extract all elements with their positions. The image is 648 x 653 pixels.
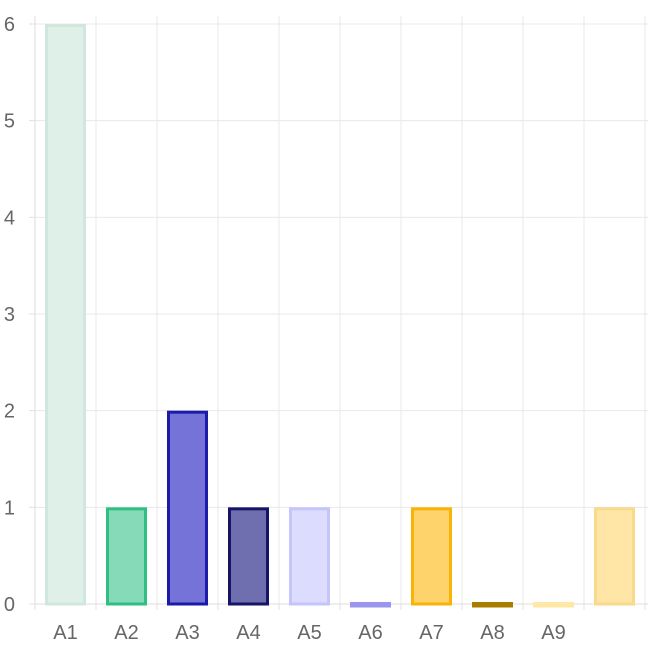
y-tick-label: 1 — [4, 497, 15, 519]
x-tick-label: A6 — [358, 622, 382, 644]
x-tick-label: A8 — [480, 622, 504, 644]
y-tick-label: 3 — [4, 304, 15, 326]
grid-lines — [34, 16, 648, 605]
bar-A4[interactable] — [228, 507, 269, 606]
y-tick-label: 0 — [4, 594, 15, 616]
x-tick-label: A9 — [541, 622, 565, 644]
bars — [45, 24, 635, 608]
bar-unlabeled[interactable] — [594, 507, 635, 606]
bar-A1[interactable] — [45, 24, 86, 606]
y-tick-label: 6 — [4, 14, 15, 36]
tick-labels: 0 1 2 3 4 5 6 A1 A2 A3 A4 A5 A6 A7 A8 A9 — [4, 14, 566, 644]
x-tick-label: A3 — [175, 622, 199, 644]
bar-A7[interactable] — [411, 507, 452, 606]
x-tick-label: A4 — [236, 622, 260, 644]
y-tick-label: 2 — [4, 401, 15, 423]
bar-A2[interactable] — [106, 507, 147, 606]
x-tick-label: A2 — [114, 622, 138, 644]
bar-A8[interactable] — [472, 602, 513, 608]
x-tick-label: A1 — [53, 622, 77, 644]
y-tick-label: 5 — [4, 111, 15, 133]
bar-A6[interactable] — [350, 602, 391, 608]
bar-A5[interactable] — [289, 507, 330, 606]
x-tick-label: A5 — [297, 622, 321, 644]
bar-A9[interactable] — [533, 602, 574, 608]
y-tick-label: 4 — [4, 207, 15, 229]
x-tick-label: A7 — [419, 622, 443, 644]
bar-A3[interactable] — [167, 410, 208, 606]
